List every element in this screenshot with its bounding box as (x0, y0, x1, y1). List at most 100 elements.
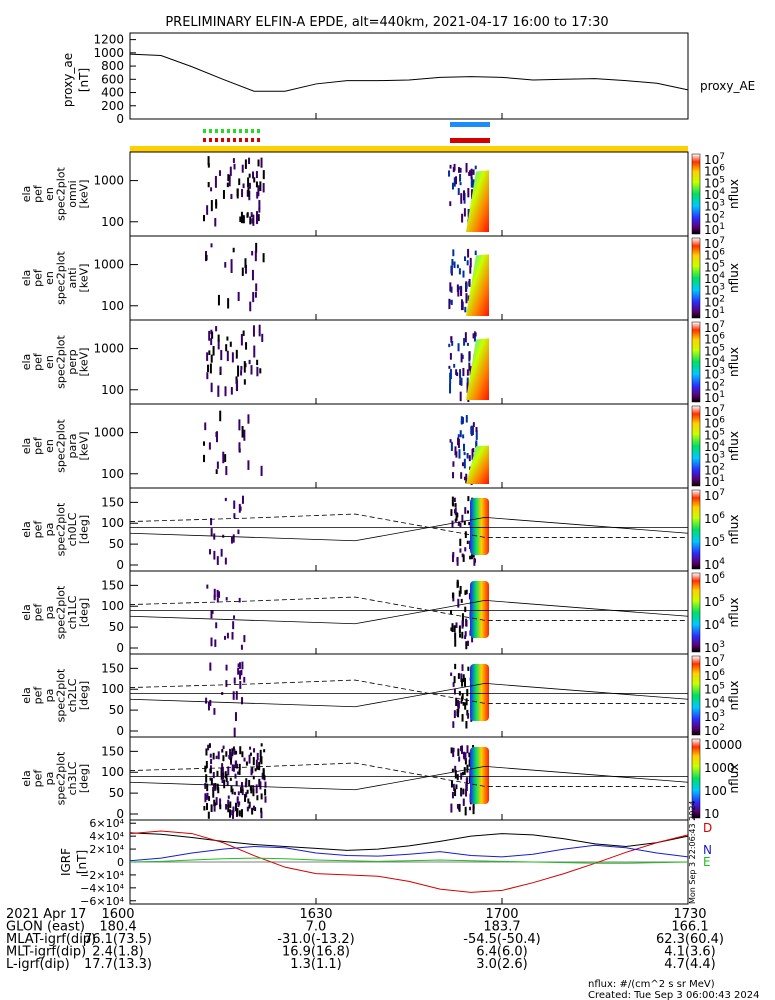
pitch-event-speckle (461, 745, 464, 755)
speckle (219, 366, 222, 372)
proxy-ae-tick-label: 600 (101, 72, 124, 86)
pitch-speckle (238, 769, 241, 775)
pitch-event-speckle (455, 697, 458, 706)
speckle (245, 342, 248, 350)
pitch-ylabel-line: spec2plot (55, 668, 68, 722)
pitch-event-speckle (466, 764, 469, 773)
pitch-speckle (208, 796, 211, 801)
pitch-ylabel-line: pa (43, 689, 56, 703)
speckle (232, 158, 235, 163)
speckle (262, 170, 265, 180)
speckle (257, 159, 260, 167)
pitch-event-speckle (452, 721, 455, 728)
speckle (215, 199, 218, 206)
spectrogram-ylabel-line: pef (32, 352, 45, 371)
pitch-tick-label: 150 (101, 578, 124, 592)
pitch-ylabel-line: ch3LC (66, 761, 79, 795)
spectrogram-frame (129, 151, 689, 237)
event-speckle (459, 174, 462, 182)
event-speckle (468, 278, 471, 287)
pitch-frame (129, 570, 689, 655)
pitch-event-speckle (463, 767, 466, 775)
event-speckle (466, 260, 469, 266)
proxy-ae-tick-label: 1000 (93, 46, 124, 60)
pitch-speckle (212, 752, 215, 760)
pitch-speckle (250, 785, 253, 794)
speckle (215, 469, 218, 474)
pitch-ylabel-line: pef (32, 769, 45, 788)
spectrogram-tick-label: 1000 (93, 174, 124, 188)
pitch-colorbar-label: 107 (704, 654, 725, 669)
spectrogram-tick-label: 1000 (93, 342, 124, 356)
speckle (235, 379, 238, 391)
pitch-event-speckle (462, 751, 465, 759)
pitch-event-speckle (469, 806, 472, 811)
speckle (240, 211, 243, 224)
pitch-speckle (228, 754, 231, 759)
speckle (227, 174, 230, 182)
pitch-event-speckle (455, 622, 458, 629)
pitch-event-speckle (466, 745, 469, 754)
igrf-legend-n: N (703, 843, 712, 857)
pitch-speckle (235, 780, 238, 786)
footer-row-value: 3.0(2.6) (476, 957, 528, 972)
pitch-speckle (264, 796, 267, 803)
pitch-speckle (247, 798, 250, 804)
pitch-speckle (226, 781, 229, 787)
pitch-speckle (220, 767, 223, 777)
speckle (215, 202, 218, 209)
pitch-tick-label: 50 (109, 620, 124, 634)
pitch-event-speckle (451, 768, 454, 773)
pitch-colorbar-label: 100 (704, 784, 727, 798)
pitch-event-speckle (465, 784, 468, 792)
pitch-speckle (224, 497, 227, 502)
event-speckle (448, 365, 451, 369)
speckle (248, 173, 251, 178)
pitch-speckle (216, 556, 219, 565)
pitch-speckle (243, 676, 246, 683)
pitch-event-speckle (458, 803, 461, 812)
event-speckle (458, 268, 461, 275)
pitch-speckle (234, 802, 237, 812)
pitch-speckle (214, 783, 217, 790)
footer-row-value: 1700 (485, 907, 518, 922)
pitch-tick-label: 50 (109, 537, 124, 551)
anti-loss-cone-line (129, 762, 688, 787)
pitch-ylabel-line: pa (43, 772, 56, 786)
pitch-event-speckle (462, 702, 465, 706)
igrf-tick-label: 6×10⁴ (89, 817, 124, 830)
pitch-speckle (249, 746, 252, 750)
speckle (229, 341, 232, 347)
footer-row-value: 180.4 (99, 920, 136, 935)
pitch-ylabel-line: pa (43, 523, 56, 537)
speckle (210, 354, 213, 363)
pitch-speckle (260, 743, 263, 747)
pitch-speckle (227, 766, 230, 776)
pitch-event-speckle (451, 520, 454, 528)
event-fill (466, 254, 489, 316)
igrf-tick-label: 2×10⁴ (89, 843, 124, 856)
pitch-event-speckle (453, 497, 456, 503)
speckle (262, 183, 265, 193)
event-speckle (470, 425, 473, 436)
pitch-event-speckle (461, 664, 464, 671)
pitch-event-speckle (457, 673, 460, 679)
pitch-speckle (264, 788, 267, 796)
event-speckle (467, 295, 470, 301)
speckle (245, 264, 248, 274)
pitch-speckle (205, 748, 208, 756)
pitch-event-speckle (450, 627, 453, 631)
pitch-speckle (241, 495, 244, 504)
speckle (233, 163, 236, 170)
spectrogram-ylabel-line: [keV] (78, 432, 91, 461)
speckle (215, 326, 218, 332)
event-speckle (450, 336, 453, 343)
speckle (209, 363, 212, 374)
igrf-e-line (129, 857, 689, 864)
pitch-ylabel-line: pef (32, 686, 45, 705)
event-speckle (472, 179, 475, 188)
event-speckle (463, 452, 466, 456)
pitch-ylabel-line: ela (20, 687, 33, 704)
speckle (243, 429, 246, 441)
pitch-event-speckle (451, 554, 454, 563)
